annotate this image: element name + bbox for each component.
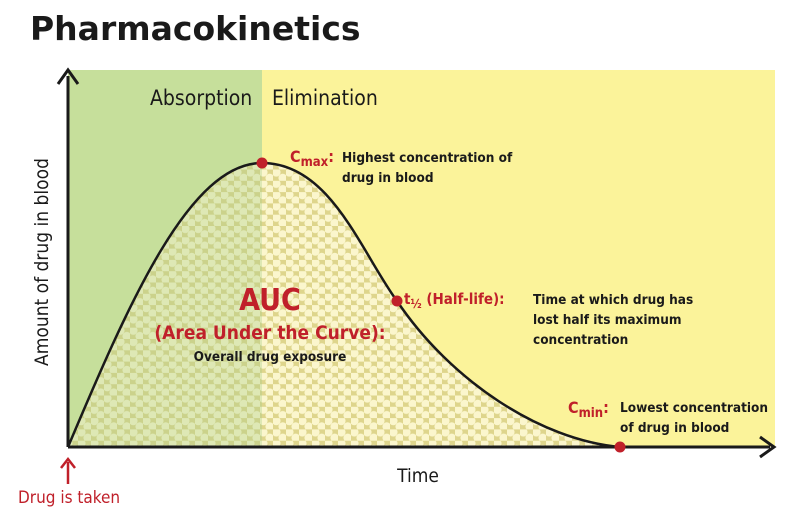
x-axis-arrow — [759, 435, 777, 459]
symbol: t — [404, 290, 411, 308]
title: Pharmacokinetics — [30, 9, 361, 48]
half-life-point — [391, 295, 403, 307]
start-arrow-head — [60, 456, 76, 469]
half-life-text: Time at which drug has — [533, 292, 693, 308]
phase-label: Elimination — [272, 86, 378, 110]
auc-symbol: AUC — [239, 283, 301, 318]
cmin-text: Lowest concentration — [620, 400, 768, 416]
cmax-term: Cmax: — [290, 147, 334, 170]
subscript: ½ — [410, 297, 421, 311]
concentration-curve — [66, 161, 621, 449]
subscript: max — [301, 155, 329, 170]
subscript: min — [579, 406, 604, 421]
half-life-text: concentration — [533, 332, 628, 348]
symbol: C — [290, 147, 301, 166]
auc-text: Overall drug exposure — [194, 349, 347, 365]
symbol: C — [568, 398, 579, 417]
cmin-text: of drug in blood — [620, 420, 729, 436]
start-label: Drug is taken — [18, 488, 120, 508]
suffix: (Half-life): — [422, 290, 505, 308]
suffix: : — [328, 147, 334, 166]
cmin-term: Cmin: — [568, 398, 609, 421]
auc-area-tint — [68, 163, 262, 447]
auc-term: (Area Under the Curve): — [154, 322, 385, 344]
y-axis-label: Amount of drug in blood — [31, 158, 53, 366]
y-axis-arrow — [56, 67, 80, 85]
x-axis-label: Time — [396, 465, 439, 487]
cmin-point — [614, 441, 626, 453]
auc-area — [68, 163, 620, 447]
half-life-text: lost half its maximum — [533, 312, 682, 328]
cmax-text: drug in blood — [342, 170, 434, 186]
suffix: : — [603, 398, 609, 417]
phase-label: Absorption — [150, 86, 252, 110]
half-life-term: t½ (Half-life): — [404, 290, 505, 311]
cmax-point — [256, 157, 268, 169]
cmax-text: Highest concentration of — [342, 150, 513, 166]
